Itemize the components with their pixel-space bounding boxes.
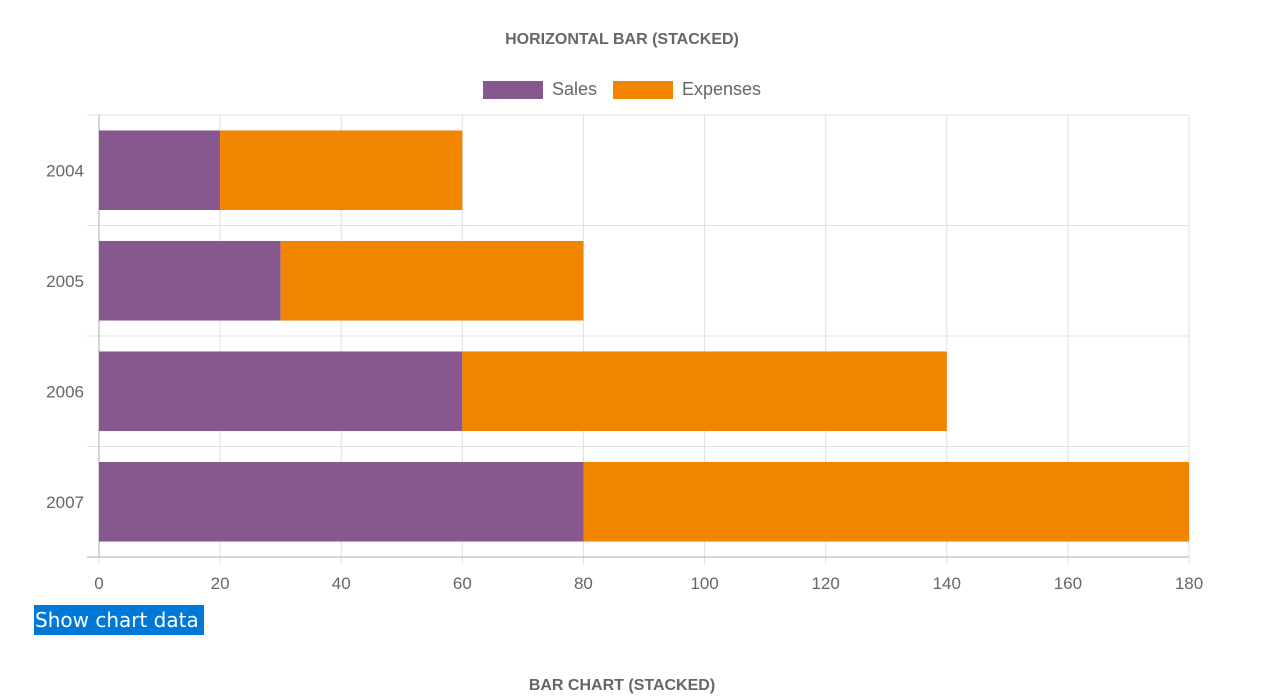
chart-title: HORIZONTAL BAR (STACKED) bbox=[505, 31, 739, 48]
x-tick-label-60: 60 bbox=[453, 574, 472, 593]
bar-expenses-2006 bbox=[462, 351, 947, 432]
bar-expenses-2005 bbox=[280, 240, 584, 321]
x-tick-label-140: 140 bbox=[933, 574, 961, 593]
bar-expenses-2004 bbox=[220, 130, 463, 211]
next-chart-title: BAR CHART (STACKED) bbox=[528, 677, 716, 694]
bar-sales-2007 bbox=[99, 461, 584, 542]
show-chart-data-button[interactable]: Show chart data bbox=[34, 605, 204, 635]
bar-expenses-2007 bbox=[583, 461, 1189, 542]
y-tick-label-2007: 2007 bbox=[46, 493, 84, 512]
legend-swatch-sales bbox=[482, 80, 543, 99]
x-tick-label-0: 0 bbox=[94, 574, 103, 593]
legend-item-sales[interactable]: Sales bbox=[482, 79, 597, 100]
x-tick-label-160: 160 bbox=[1054, 574, 1082, 593]
x-tick-label-100: 100 bbox=[690, 574, 718, 593]
bar-sales-2004 bbox=[99, 130, 221, 211]
bar-sales-2006 bbox=[99, 351, 463, 432]
x-tick-label-80: 80 bbox=[574, 574, 593, 593]
x-tick-label-40: 40 bbox=[332, 574, 351, 593]
legend-label-expenses: Expenses bbox=[681, 79, 762, 99]
bar-sales-2005 bbox=[99, 240, 281, 321]
legend-swatch-expenses bbox=[612, 80, 673, 99]
legend-label-sales: Sales bbox=[551, 79, 597, 99]
y-tick-label-2006: 2006 bbox=[46, 382, 84, 401]
chart-plot-area: 2004 2005 2006 2007 0 20 40 60 80 100 120 140 160 180 bbox=[46, 114, 1203, 593]
chart-legend: Sales Expenses bbox=[0, 79, 1244, 100]
legend-item-expenses[interactable]: Expenses bbox=[612, 79, 762, 100]
y-tick-label-2005: 2005 bbox=[46, 272, 84, 291]
x-tick-label-180: 180 bbox=[1175, 574, 1203, 593]
y-tick-label-2004: 2004 bbox=[46, 161, 84, 180]
x-tick-label-120: 120 bbox=[811, 574, 839, 593]
x-tick-label-20: 20 bbox=[211, 574, 230, 593]
